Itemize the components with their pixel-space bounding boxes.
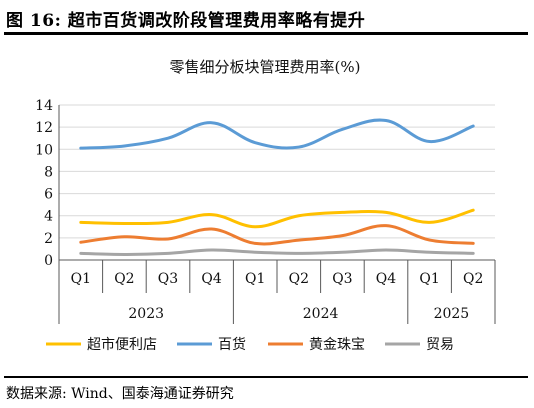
series-line	[79, 248, 475, 256]
y-tick-label: 8	[44, 164, 53, 180]
x-tick-label: Q3	[332, 271, 352, 287]
legend-label: 黄金珠宝	[309, 336, 365, 353]
x-tick-label: Q1	[71, 271, 91, 287]
series-line	[79, 208, 475, 229]
source-note: 数据来源: Wind、国泰海通证券研究	[6, 386, 234, 402]
y-tick-label: 0	[44, 253, 53, 269]
bottom-rule	[4, 376, 528, 378]
legend-label: 超市便利店	[87, 336, 157, 353]
legend-label: 百货	[218, 336, 246, 353]
legend: 超市便利店 百货 黄金珠宝 贸易	[46, 336, 454, 353]
y-tick-label: 10	[35, 142, 53, 158]
y-tick-label: 12	[35, 120, 53, 136]
figure-title: 图 16: 超市百货调改阶段管理费用率略有提升	[6, 11, 366, 31]
y-axis: 0 2 4 6 8 10 12 14	[35, 98, 60, 269]
legend-label: 贸易	[426, 337, 454, 353]
y-tick-label: 6	[44, 187, 53, 203]
x-tick-label: Q1	[245, 271, 265, 287]
series-line	[79, 118, 475, 150]
series-lines	[79, 118, 475, 256]
y-tick-label: 2	[44, 231, 53, 247]
group-label: 2024	[303, 306, 339, 322]
grid-lines	[59, 104, 495, 239]
x-tick-label: Q4	[201, 271, 221, 287]
group-label: 2023	[128, 306, 164, 322]
x-tick-label: Q3	[158, 271, 178, 287]
chart-title: 零售细分板块管理费用率(%)	[170, 58, 361, 76]
x-axis: Q1 Q2 Q3 Q4 Q1 Q2 Q3 Q4 Q1 Q2 2023 2024 2025	[58, 259, 496, 324]
y-tick-label: 4	[44, 209, 53, 225]
figure-header: 图 16: 超市百货调改阶段管理费用率略有提升	[0, 0, 534, 36]
x-tick-label: Q2	[114, 271, 134, 287]
x-tick-label: Q2	[289, 271, 309, 287]
y-tick-label: 14	[35, 98, 53, 114]
x-tick-label: Q1	[419, 271, 439, 287]
x-tick-label: Q2	[463, 271, 483, 287]
series-line	[79, 224, 475, 246]
top-rule	[4, 32, 528, 35]
x-tick-label: Q4	[376, 271, 396, 287]
group-label: 2025	[434, 306, 470, 322]
